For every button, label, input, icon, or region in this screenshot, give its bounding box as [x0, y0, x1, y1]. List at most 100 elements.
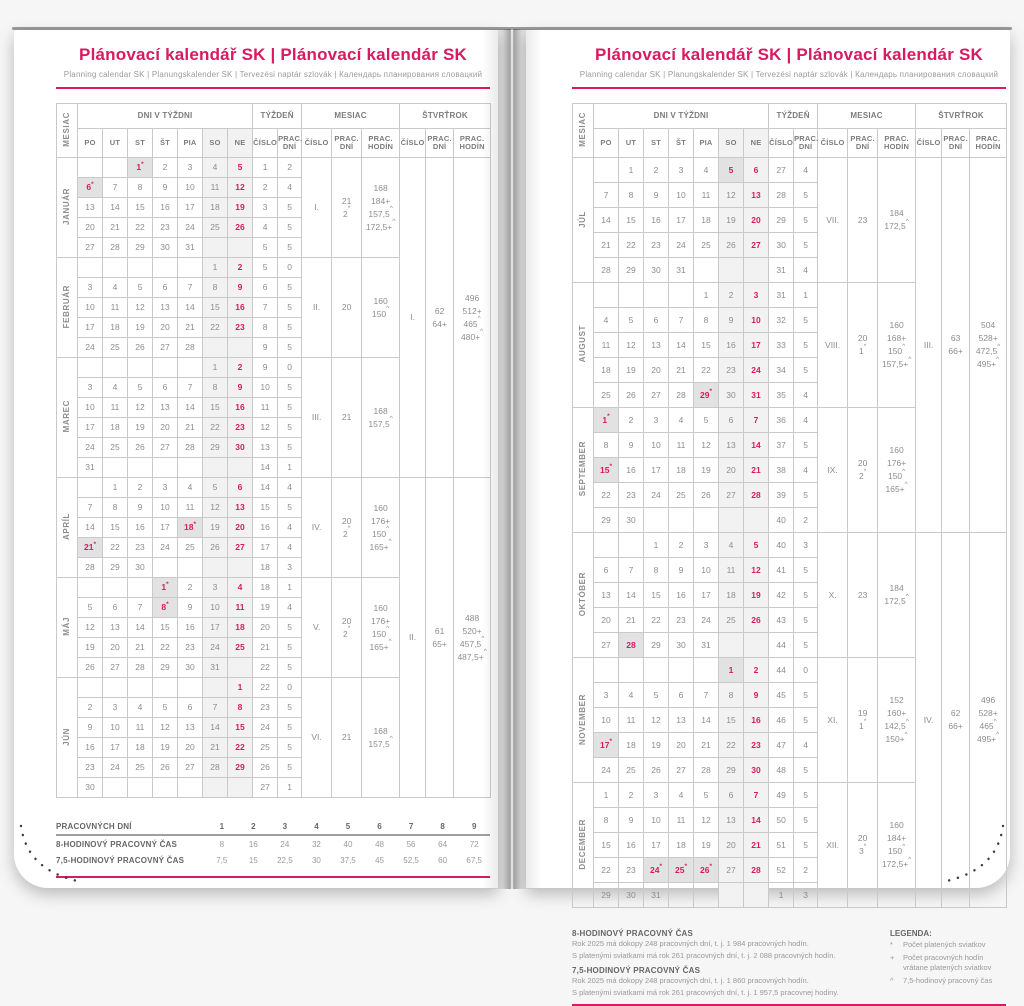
week-number-cell: 27 [768, 157, 795, 183]
week-workdays-cell: 5 [793, 807, 819, 833]
day-cell: 23 [226, 417, 254, 438]
quarter-workhours-cell: 504 528+ 472,5^ 495+^ [969, 157, 1008, 533]
week-workdays-cell: 1 [277, 457, 303, 478]
week-row: 24 25 26 27 28 9 5 [57, 337, 491, 358]
day-cell: 14 [593, 207, 619, 233]
day-cell: 28 [177, 337, 203, 358]
calendar-table: MESIAC DNI V TÝŽDNI TÝŽDEŇ MESIAC ŠTVRŤROK PO… [572, 103, 1008, 908]
day-cell [202, 337, 228, 358]
day-cell: 12 [127, 397, 153, 418]
day-cell: 23 [618, 482, 644, 508]
day-cell: 30 [177, 657, 203, 678]
day-cell: 22 [202, 417, 228, 438]
week-workdays-cell: 5 [277, 197, 303, 218]
day-cell: 22 [618, 232, 644, 258]
day-cell: 12 [152, 717, 178, 738]
workdays-row: 8-HODINOVÝ PRACOVNÝ ČAS 8 16 24 32 40 48 56 64 72 [56, 835, 490, 852]
week-workdays-cell: 4 [277, 517, 303, 538]
day-cell: 1* [152, 577, 178, 598]
day-cell: 30 [742, 757, 770, 783]
month-workdays-cell: 20 2* [331, 577, 363, 678]
week-number-cell: 43 [768, 607, 795, 633]
day-cell: 25* [668, 857, 694, 883]
day-cell: 18 [102, 417, 128, 438]
week-row: 24 25 26 27 28 29 30 13 5 [57, 437, 491, 458]
week-row: 12 13 14 15 16 17 18 20 5 [57, 617, 491, 638]
week-row: 18 19 20 21 22 23 24 34 5 [573, 357, 1007, 383]
day-cell: 11 [718, 557, 744, 583]
day-cell: 14 [177, 297, 203, 318]
day-cell: 6 [152, 277, 178, 298]
week-number-cell: 22 [252, 677, 279, 698]
day-cell: 10 [693, 557, 719, 583]
week-number-cell: 1 [252, 157, 279, 178]
day-cell: 19 [643, 732, 669, 758]
day-cell [668, 282, 694, 308]
month-workdays-cell: 19 1* [847, 657, 879, 783]
day-header-so: SO [718, 128, 744, 158]
day-cell: 20 [718, 832, 744, 858]
day-cell: 8 [127, 177, 153, 198]
week-workdays-cell: 5 [793, 632, 819, 658]
day-cell: 21 [102, 217, 128, 238]
day-cell: 3 [643, 782, 669, 808]
day-cell: 3 [77, 277, 103, 298]
day-cell: 3 [102, 697, 128, 718]
page-header: Plánovací kalendář SK | Plánovací kalend… [572, 30, 1006, 89]
day-cell: 4 [102, 277, 128, 298]
day-cell: 15 [202, 297, 228, 318]
page-subtitle: Planning calendar SK | Planungskalender … [579, 70, 999, 79]
quarter-number-cell: II. [399, 477, 427, 798]
day-cell: 8 [102, 497, 128, 518]
week-workdays-cell: 5 [793, 557, 819, 583]
month-workdays-cell: 23 [847, 532, 879, 658]
quarter-workdays-header: PRAC. DNÍ [425, 128, 455, 158]
week-row: 13 14 15 16 17 18 19 3 5 [57, 197, 491, 218]
day-cell: 20 [177, 737, 203, 758]
month-name-cell: MAREC [56, 357, 78, 478]
week-workdays-cell: 5 [793, 682, 819, 708]
week-workdays-cell: 5 [277, 277, 303, 298]
week-number-cell: 10 [252, 377, 279, 398]
day-cell: 24 [152, 537, 178, 558]
month-workhours-cell: 168 184+ 157,5^ 172,5+^ [361, 157, 401, 258]
day-cell [127, 457, 153, 478]
day-cell: 22 [593, 482, 619, 508]
week-row: 17 18 19 20 21 22 23 8 5 [57, 317, 491, 338]
month-group-header: MESIAC [817, 103, 917, 129]
week-workdays-cell: 5 [277, 337, 303, 358]
day-cell: 16 [668, 582, 694, 608]
info-block-title: 8-HODINOVÝ PRACOVNÝ ČAS [572, 929, 694, 938]
workdays-value-cell: 52,5 [403, 855, 419, 865]
month-workhours-cell: 152 160+ 142,5^ 150+^ [877, 657, 917, 783]
week-workdays-header: PRAC. DNÍ [277, 128, 302, 158]
month-number-cell: VIII. [817, 282, 849, 408]
day-cell: 29 [718, 757, 744, 783]
day-cell: 18 [668, 832, 694, 858]
day-cell: 11 [102, 297, 128, 318]
week-number-cell: 4 [252, 217, 279, 238]
week-row: 19 20 21 22 23 24 25 21 5 [57, 637, 491, 658]
week-workdays-cell: 5 [793, 232, 819, 258]
week-group-header: TÝŽDEŇ [768, 103, 819, 129]
week-workdays-cell: 4 [277, 597, 303, 618]
day-cell [102, 257, 128, 278]
workdays-value-cell: 56 [406, 839, 416, 849]
day-cell: 19 [693, 832, 719, 858]
week-number-cell: 28 [768, 182, 795, 208]
quarter-workhours-cell: 496 512+ 465^ 480+^ [453, 157, 492, 478]
day-cell: 1 [202, 257, 228, 278]
day-cell: 12 [618, 332, 644, 358]
month-name-cell: FEBRUÁR [56, 257, 78, 358]
day-cell [693, 507, 719, 533]
day-cell: 13 [742, 182, 770, 208]
day-cell: 21 [177, 417, 203, 438]
week-number-header: ČÍSLO [252, 128, 279, 158]
info-block-line: Rok 2025 má dokopy 248 pracovných dní, t… [572, 939, 809, 948]
week-workdays-cell: 3 [277, 557, 303, 578]
day-cell: 22 [693, 357, 719, 383]
day-cell: 18 [668, 457, 694, 483]
day-cell: 17 [742, 332, 770, 358]
day-cell: 12 [643, 707, 669, 733]
day-cell: 21 [668, 357, 694, 383]
